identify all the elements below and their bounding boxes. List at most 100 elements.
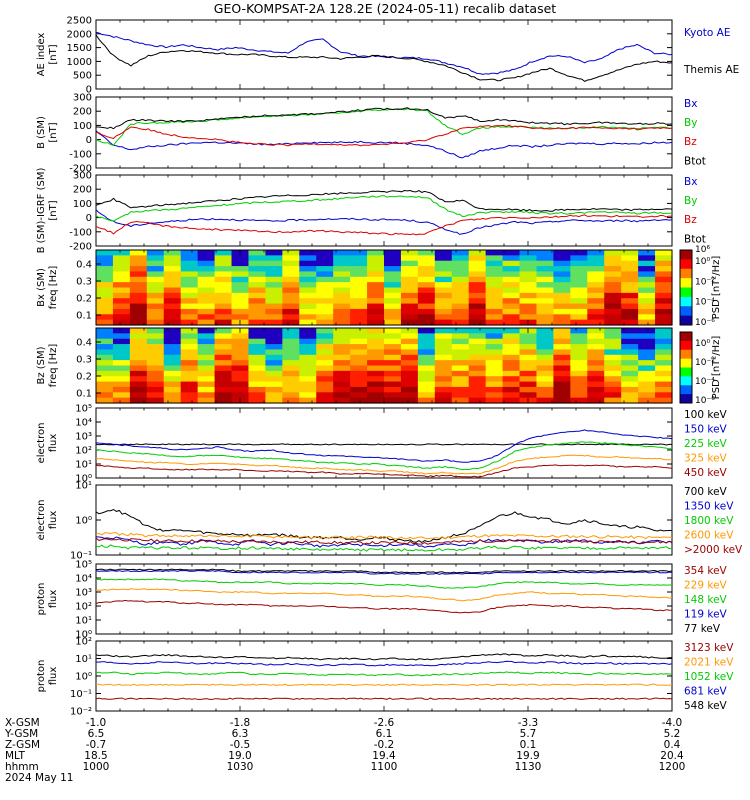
heatmap-cell	[163, 319, 182, 326]
heatmap-cell	[587, 319, 605, 326]
x-axis-value: 0.4	[664, 739, 681, 751]
heatmap-cell	[621, 392, 639, 399]
heatmap-cell	[350, 292, 368, 299]
heatmap-cell	[316, 365, 334, 372]
heatmap-cell	[197, 292, 216, 299]
heatmap-cell	[655, 314, 673, 321]
heatmap-cell	[333, 354, 351, 361]
heatmap-cell	[587, 266, 605, 273]
heatmap-cell	[112, 392, 131, 399]
heatmap-cell	[129, 292, 148, 299]
heatmap-cell	[417, 376, 436, 383]
panel-frame	[95, 96, 673, 169]
heatmap-cell	[451, 282, 470, 289]
heatmap-cell	[248, 344, 267, 351]
heatmap-cell	[400, 308, 419, 315]
heatmap-cell	[621, 266, 639, 273]
colorbar-tick-label: 10⁻⁴	[695, 298, 715, 308]
heatmap-cell	[367, 392, 385, 399]
heatmap-cell	[604, 271, 622, 278]
heatmap-cell	[367, 338, 385, 345]
heatmap-cell	[299, 392, 317, 399]
heatmap-cell	[468, 376, 487, 383]
heatmap-cell	[536, 392, 555, 399]
heatmap-cell	[468, 354, 487, 361]
heatmap-cell	[621, 370, 639, 377]
series-line-1800kev	[96, 544, 672, 552]
heatmap-cell	[231, 287, 250, 294]
heatmap-cell	[112, 386, 131, 393]
heatmap-cell	[621, 328, 639, 334]
heatmap-cell	[553, 271, 571, 278]
heatmap-cell	[350, 344, 368, 351]
y-tick-label: -100	[69, 149, 92, 160]
heatmap-cell	[282, 386, 300, 393]
series-line-2000kev	[96, 537, 672, 545]
heatmap-cell	[248, 376, 267, 383]
heatmap-cell	[384, 282, 402, 289]
colorbar-tick-label: 10⁶	[695, 245, 710, 255]
legend-label: 700 keV	[684, 486, 728, 498]
heatmap-cell	[265, 344, 283, 351]
x-axis-row-label: MLT	[5, 750, 25, 762]
heatmap-cell	[587, 255, 605, 262]
heatmap-cell	[146, 328, 165, 334]
heatmap-cell	[248, 292, 267, 299]
x-axis-value: 1130	[515, 761, 542, 773]
heatmap-cell	[316, 314, 334, 321]
heatmap-cell	[214, 333, 233, 340]
heatmap-cell	[282, 298, 300, 305]
heatmap-cell	[367, 276, 385, 283]
heatmap-cell	[299, 338, 317, 345]
heatmap-cell	[214, 381, 233, 388]
panel-b-sm: B (SM) [nT] 300 200 100 0 -100 -200 Bx By Bz Btot	[36, 93, 706, 175]
series-line-700kev	[96, 508, 672, 543]
heatmap-cell	[570, 354, 588, 361]
heatmap-cell	[451, 365, 470, 372]
heatmap-cell	[316, 349, 334, 356]
heatmap-cell	[316, 266, 334, 273]
heatmap-cell	[434, 260, 453, 267]
heatmap-cell	[417, 381, 436, 388]
series-line-354kev	[96, 599, 672, 614]
heatmap-cell	[350, 255, 368, 262]
heatmap-cell	[451, 298, 470, 305]
heatmap-cell	[367, 354, 385, 361]
colorbar-label: PSD [nT²/Hz]	[711, 256, 722, 320]
heatmap-cell	[231, 314, 250, 321]
heatmap-cell	[570, 365, 588, 372]
heatmap-cell	[384, 354, 402, 361]
heatmap-cell	[299, 360, 317, 367]
x-axis-value: 0.1	[520, 739, 537, 751]
x-axis-value: 1100	[371, 761, 398, 773]
heatmap-cell	[248, 354, 267, 361]
y-tick-label: 10⁰	[75, 672, 92, 683]
heatmap-cell	[468, 386, 487, 393]
heatmap-cell	[536, 354, 555, 361]
heatmap-cell	[299, 255, 317, 262]
y-tick-label: 1000	[67, 57, 92, 68]
heatmap-cell	[621, 319, 639, 326]
heatmap-cell	[367, 349, 385, 356]
heatmap-cell	[146, 376, 165, 383]
heatmap-cell	[333, 381, 351, 388]
heatmap-cell	[417, 308, 436, 315]
heatmap-cell	[214, 314, 233, 321]
x-axis-row-label: hhmm	[5, 761, 39, 773]
heatmap-cell	[146, 319, 165, 326]
heatmap-cell	[604, 260, 622, 267]
heatmap-cell	[417, 328, 436, 334]
heatmap-cell	[417, 365, 436, 372]
heatmap-cell	[282, 370, 300, 377]
colorbar-segment	[680, 340, 692, 351]
heatmap-cell	[451, 314, 470, 321]
y-axis-label: [nT]	[48, 44, 59, 64]
heatmap-cell	[248, 333, 267, 340]
legend-label: >2000 keV	[684, 544, 743, 556]
heatmap-cell	[248, 276, 267, 283]
heatmap-cell	[197, 260, 216, 267]
heatmap-cell	[434, 397, 453, 404]
heatmap-cell	[434, 349, 453, 356]
heatmap-cell	[316, 276, 334, 283]
heatmap-cell	[248, 386, 267, 393]
